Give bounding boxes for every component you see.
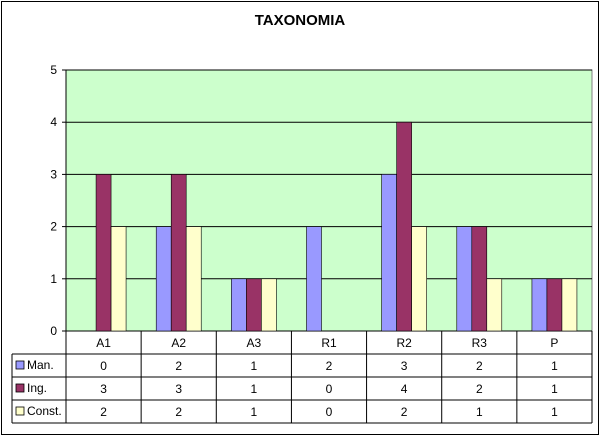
category-label: R2 xyxy=(396,336,412,350)
y-tick-label: 4 xyxy=(50,115,57,129)
table-value: 3 xyxy=(401,359,408,373)
table-value: 2 xyxy=(100,405,107,419)
table-value: 2 xyxy=(401,405,408,419)
bar-const-r3 xyxy=(486,278,503,332)
table-value: 2 xyxy=(175,359,182,373)
bar-ing-a2 xyxy=(170,174,187,332)
table-value: 3 xyxy=(100,382,107,396)
bar-man-a3 xyxy=(231,278,247,332)
bar-ing-r3 xyxy=(471,226,488,332)
table-value: 1 xyxy=(476,405,483,419)
legend-key-const xyxy=(15,406,25,416)
table-value: 1 xyxy=(251,359,258,373)
y-tick-label: 2 xyxy=(50,220,57,234)
category-label: R3 xyxy=(472,336,488,350)
y-tick-label: 1 xyxy=(50,272,57,286)
category-label: A3 xyxy=(247,336,262,350)
legend-label: Const. xyxy=(27,404,62,418)
y-tick-label: 0 xyxy=(50,324,57,338)
bar-ing-p xyxy=(546,278,563,332)
category-label: R1 xyxy=(321,336,337,350)
table-value: 1 xyxy=(551,359,558,373)
chart-title: TAXONOMIA xyxy=(254,12,346,29)
bar-man-r3 xyxy=(456,226,473,332)
table-value: 3 xyxy=(175,382,182,396)
bar-ing-r2 xyxy=(396,121,412,332)
category-label: P xyxy=(550,336,558,350)
legend-label: Ing. xyxy=(27,381,47,395)
bar-man-p xyxy=(531,278,548,332)
table-value: 1 xyxy=(551,382,558,396)
category-label: A1 xyxy=(96,336,111,350)
bar-man-a2 xyxy=(155,226,172,332)
table-value: 1 xyxy=(551,405,558,419)
legend-key-ing xyxy=(15,383,25,393)
bar-ing-a3 xyxy=(246,278,262,332)
category-label: A2 xyxy=(171,336,186,350)
bar-man-r2 xyxy=(381,174,397,332)
bar-const-a2 xyxy=(185,226,202,332)
plot-area xyxy=(65,69,593,332)
y-tick-label: 3 xyxy=(50,167,57,181)
table-value: 2 xyxy=(476,359,483,373)
bar-man-r1 xyxy=(306,226,322,332)
table-value: 1 xyxy=(251,382,258,396)
table-value: 2 xyxy=(476,382,483,396)
bar-const-a3 xyxy=(261,278,277,332)
legend-key-man xyxy=(15,360,25,370)
table-value: 0 xyxy=(326,405,333,419)
table-value: 2 xyxy=(175,405,182,419)
bar-const-r2 xyxy=(411,226,427,332)
legend-label: Man. xyxy=(27,358,54,372)
bar-const-p xyxy=(561,278,578,332)
table-value: 0 xyxy=(326,382,333,396)
bar-ing-a1 xyxy=(95,174,112,332)
table-value: 4 xyxy=(401,382,408,396)
bar-const-a1 xyxy=(110,226,127,332)
table-value: 1 xyxy=(251,405,258,419)
y-tick-label: 5 xyxy=(50,63,57,77)
table-value: 0 xyxy=(100,359,107,373)
table-value: 2 xyxy=(326,359,333,373)
